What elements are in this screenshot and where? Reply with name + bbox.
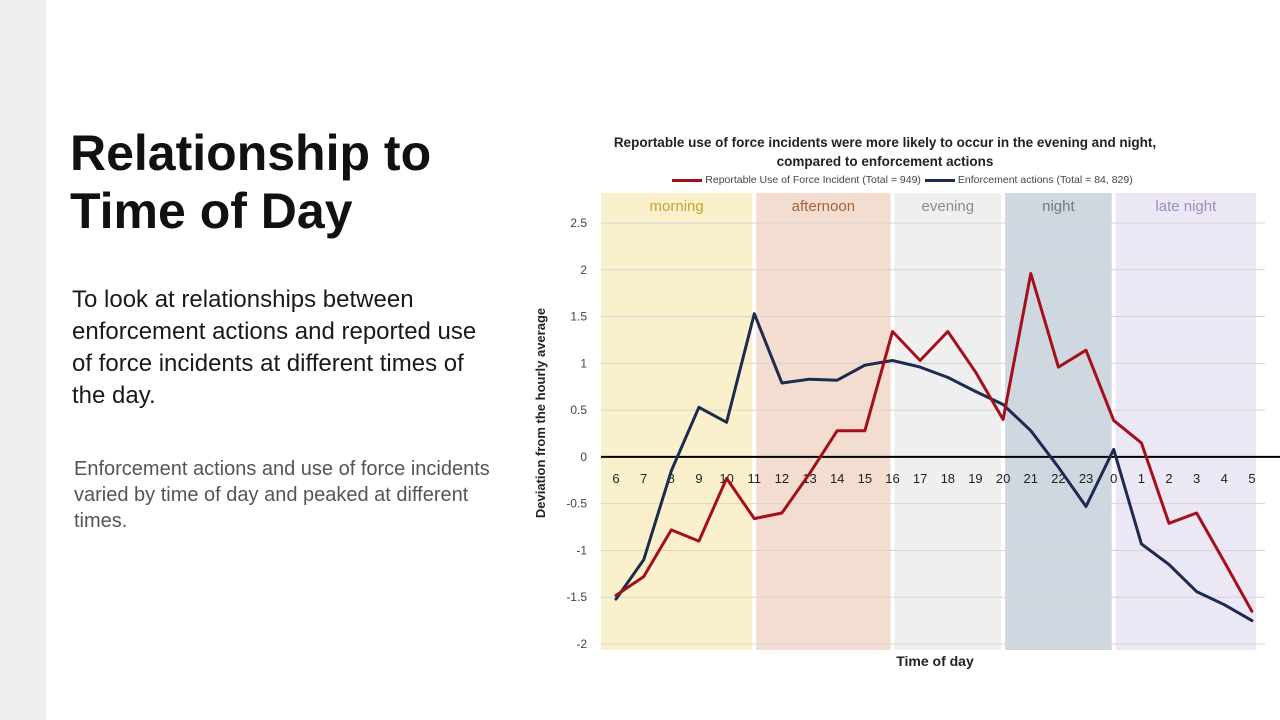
x-tick-label: 16 [885, 471, 899, 486]
chart-legend: Reportable Use of Force Incident (Total … [525, 174, 1280, 186]
period-label-morning: morning [650, 198, 704, 215]
period-label-evening: evening [922, 198, 975, 215]
y-tick-label: 2.5 [570, 216, 587, 230]
chart-container: Reportable use of force incidents were m… [525, 125, 1280, 685]
y-axis-title: Deviation from the hourly average [533, 308, 548, 518]
x-tick-label: 17 [913, 471, 927, 486]
period-label-afternoon: afternoon [792, 198, 855, 215]
x-tick-label: 18 [941, 471, 955, 486]
x-tick-label: 19 [968, 471, 982, 486]
x-tick-label: 15 [858, 471, 872, 486]
x-axis-title: Time of day [896, 653, 974, 669]
period-label-late-night: late night [1155, 198, 1217, 215]
x-tick-label: 9 [695, 471, 702, 486]
x-tick-label: 5 [1248, 471, 1255, 486]
y-tick-label: -0.5 [566, 497, 587, 511]
y-tick-label: -2 [576, 637, 587, 651]
period-band-evening [894, 193, 1002, 650]
left-margin-strip [0, 0, 46, 720]
x-tick-label: 12 [775, 471, 789, 486]
legend-item-enforcement: Enforcement actions (Total = 84, 829) [924, 174, 1133, 186]
x-tick-label: 11 [748, 471, 762, 486]
legend-swatch-uof [672, 178, 703, 182]
x-tick-label: 2 [1165, 471, 1172, 486]
x-tick-label: 13 [802, 471, 816, 486]
chart-title-line-2: compared to enforcement actions [776, 154, 994, 169]
x-tick-label: 20 [996, 471, 1010, 486]
x-tick-label: 1 [1138, 471, 1145, 486]
period-band-morning [601, 193, 753, 650]
line-chart: morning afternoon evening night late night 2.… [533, 193, 1280, 669]
y-tick-label: -1.5 [566, 590, 587, 604]
lead-text: To look at relationships between enforce… [72, 286, 477, 409]
period-band-afternoon [756, 193, 891, 650]
y-tick-label: 0 [580, 450, 587, 464]
x-tick-label: 21 [1024, 471, 1038, 486]
period-label-night: night [1042, 198, 1075, 215]
chart-title: Reportable use of force incidents were m… [585, 133, 1185, 171]
legend-swatch-enforcement [924, 178, 955, 182]
x-tick-label: 14 [830, 471, 844, 486]
slide-title: Relationship to Time of Day [70, 125, 432, 239]
x-tick-label: 7 [640, 471, 647, 486]
legend-label-enforcement: Enforcement actions (Total = 84, 829) [957, 174, 1133, 186]
y-tick-label: 2 [580, 263, 587, 277]
chart-title-line-1: Reportable use of force incidents were m… [613, 135, 1157, 150]
x-tick-label: 3 [1193, 471, 1200, 486]
x-tick-label: 23 [1079, 471, 1093, 486]
body-text: Enforcement actions and use of force inc… [74, 458, 490, 532]
series-line-enforcement [614, 312, 1254, 623]
y-tick-label: -1 [576, 543, 587, 557]
y-tick-label: 1 [580, 356, 587, 370]
x-tick-label: 0 [1110, 471, 1117, 486]
legend-item-uof: Reportable Use of Force Incident (Total … [672, 174, 921, 186]
x-tick-label: 4 [1221, 471, 1228, 486]
legend-label-uof: Reportable Use of Force Incident (Total … [705, 174, 921, 186]
x-tick-label: 6 [612, 471, 619, 486]
series-line-uof [614, 272, 1254, 613]
y-tick-label: 0.5 [570, 403, 587, 417]
x-tick-label: 8 [668, 471, 675, 486]
y-tick-label: 1.5 [570, 310, 587, 324]
